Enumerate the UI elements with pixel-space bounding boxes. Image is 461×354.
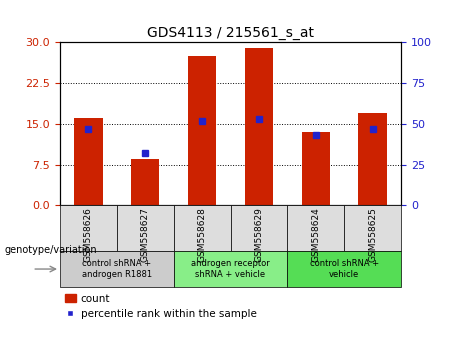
Text: androgen receptor
shRNA + vehicle: androgen receptor shRNA + vehicle (191, 259, 270, 279)
Text: GSM558624: GSM558624 (311, 207, 320, 262)
Text: GSM558626: GSM558626 (84, 207, 93, 262)
Text: GSM558628: GSM558628 (198, 207, 207, 262)
Bar (358, 113, 387, 205)
Text: GSM558627: GSM558627 (141, 207, 150, 262)
Text: GSM558629: GSM558629 (254, 207, 263, 262)
Bar (301, 132, 330, 205)
Text: GSM558625: GSM558625 (368, 207, 377, 262)
Bar (131, 159, 160, 205)
Title: GDS4113 / 215561_s_at: GDS4113 / 215561_s_at (147, 26, 314, 40)
Legend: count, percentile rank within the sample: count, percentile rank within the sample (65, 294, 257, 319)
Bar (245, 48, 273, 205)
Text: control shRNA +
vehicle: control shRNA + vehicle (310, 259, 379, 279)
Text: control shRNA +
androgen R1881: control shRNA + androgen R1881 (82, 259, 152, 279)
Bar (188, 56, 216, 205)
Text: genotype/variation: genotype/variation (5, 245, 97, 255)
Bar (74, 119, 102, 205)
